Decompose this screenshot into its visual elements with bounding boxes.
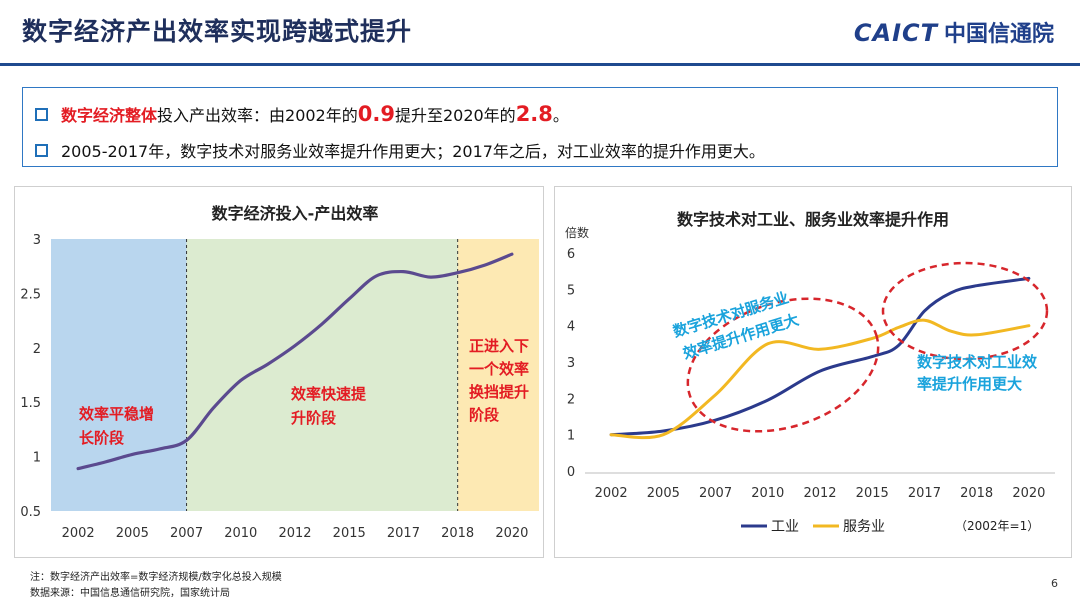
chart1-y-tick: 2 — [33, 342, 41, 357]
chart2-y-tick: 0 — [567, 465, 575, 480]
chart2-y-tick: 4 — [567, 320, 575, 335]
chart2-x-tick: 2007 — [699, 486, 732, 501]
chart1-x-tick: 2005 — [116, 526, 149, 541]
summary-text-a: 投入产出效率：由2002年的 — [157, 106, 358, 125]
chart1-y-tick: 0.5 — [20, 505, 41, 520]
chart1-x-tick: 2017 — [387, 526, 420, 541]
sector-chart-panel: 数字技术对工业、服务业效率提升作用倍数 0 1 2 3 4 5 6 2002 2005 2007 20… — [554, 186, 1072, 558]
chart2-x-tick: 2010 — [751, 486, 784, 501]
chart1-y-tick: 1 — [33, 451, 41, 466]
chart1-x-tick: 2018 — [441, 526, 474, 541]
chart2-y-tick: 1 — [567, 429, 575, 444]
phase-band-1 — [51, 239, 187, 511]
summary-box: 数字经济整体 投入产出效率：由2002年的 0.9 提升至2020年的 2.8 … — [22, 87, 1058, 167]
industry-highlight-ellipse — [881, 261, 1049, 361]
summary-bullet-2: 2005-2017年，数字技术对服务业效率提升作用更大；2017年之后，对工业效… — [35, 138, 765, 162]
industry-annotation-line1: 数字技术对工业效 — [917, 353, 1038, 371]
chart2-y-tick: 5 — [567, 283, 575, 298]
chart2-x-tick: 2017 — [908, 486, 941, 501]
summary-text-b: 提升至2020年的 — [394, 106, 516, 125]
chart2-x-tick: 2002 — [595, 486, 628, 501]
summary-text-2: 2005-2017年，数字技术对服务业效率提升作用更大；2017年之后，对工业效… — [61, 142, 765, 161]
phase3-label-line4: 阶段 — [469, 406, 499, 424]
phase2-label-line2: 升阶段 — [291, 409, 336, 427]
chart2-x-tick: 2015 — [856, 486, 889, 501]
phase3-label-line2: 一个效率 — [469, 360, 529, 378]
page-title: 数字经济产出效率实现跨越式提升 — [22, 17, 413, 46]
chart2-x-tick: 2005 — [647, 486, 680, 501]
chart2-base-note: （2002年=1） — [955, 519, 1039, 533]
square-bullet-icon — [35, 143, 48, 157]
legend-label-service: 服务业 — [843, 519, 885, 535]
chart1-y-tick: 2.5 — [20, 287, 41, 302]
chart2-title: 数字技术对工业、服务业效率提升作用 — [677, 210, 949, 229]
chart1-x-tick: 2015 — [333, 526, 366, 541]
chart1-efficiency-line — [76, 252, 514, 471]
phase3-label-line1: 正进入下 — [469, 337, 529, 355]
legend-label-industry: 工业 — [771, 519, 799, 535]
phase-band-2 — [186, 239, 458, 511]
phase-band-3 — [457, 239, 539, 511]
chart1-title: 数字经济投入-产出效率 — [212, 204, 379, 223]
chart1-x-tick: 2020 — [495, 526, 528, 541]
chart2-y-tick: 6 — [567, 247, 575, 262]
chart1-y-tick: 3 — [33, 233, 41, 248]
footnote-source: 数据来源：中国信息通信研究院，国家统计局 — [30, 588, 230, 599]
square-bullet-icon — [35, 107, 48, 121]
chart2-x-tick: 2018 — [960, 486, 993, 501]
chart2-y-tick: 2 — [567, 392, 575, 407]
summary-value-2020: 2.8 — [515, 102, 553, 126]
service-highlight-ellipse — [686, 297, 880, 433]
efficiency-chart-panel: 数字经济投入-产出效率 0.5 1 1.5 2 2.5 3 2002 2005 2007 2010 2… — [14, 186, 544, 558]
phase1-label-line2: 长阶段 — [79, 429, 124, 447]
footnote-formula: 注：数字经济产出效率=数字经济规模/数字化总投入规模 — [30, 572, 282, 583]
summary-text-c: 。 — [552, 106, 569, 125]
chart2-y-label: 倍数 — [565, 225, 589, 240]
logo-cn: 中国信通院 — [943, 22, 1054, 47]
chart1-x-tick: 2010 — [224, 526, 257, 541]
chart2-x-tick: 2020 — [1012, 486, 1045, 501]
chart1-x-tick: 2002 — [62, 526, 95, 541]
caict-logo: CAICT 中国信通院 — [854, 16, 1054, 48]
phase3-label-line3: 换挡提升 — [469, 383, 529, 401]
summary-bullet-1: 数字经济整体 投入产出效率：由2002年的 0.9 提升至2020年的 2.8 … — [35, 102, 569, 126]
header-divider — [0, 63, 1080, 66]
chart1-y-tick: 1.5 — [20, 396, 41, 411]
logo-en: CAICT — [853, 19, 938, 47]
summary-highlight: 数字经济整体 — [61, 106, 158, 125]
chart1-x-tick: 2007 — [170, 526, 203, 541]
chart2-y-tick: 3 — [567, 356, 575, 371]
phase2-label-line1: 效率快速提 — [291, 385, 367, 403]
chart2-line-industry — [609, 276, 1031, 437]
summary-value-2002: 0.9 — [357, 102, 395, 126]
industry-annotation-line2: 率提升作用更大 — [917, 375, 1022, 393]
chart1-x-tick: 2012 — [278, 526, 311, 541]
efficiency-chart: 数字经济投入-产出效率 0.5 1 1.5 2 2.5 3 2002 2005 2007 2010 2… — [20, 204, 539, 541]
chart2-line-service — [609, 318, 1031, 440]
page-number: 6 — [1051, 577, 1058, 590]
chart2-x-tick: 2012 — [803, 486, 836, 501]
phase1-label-line1: 效率平稳增 — [79, 405, 154, 423]
